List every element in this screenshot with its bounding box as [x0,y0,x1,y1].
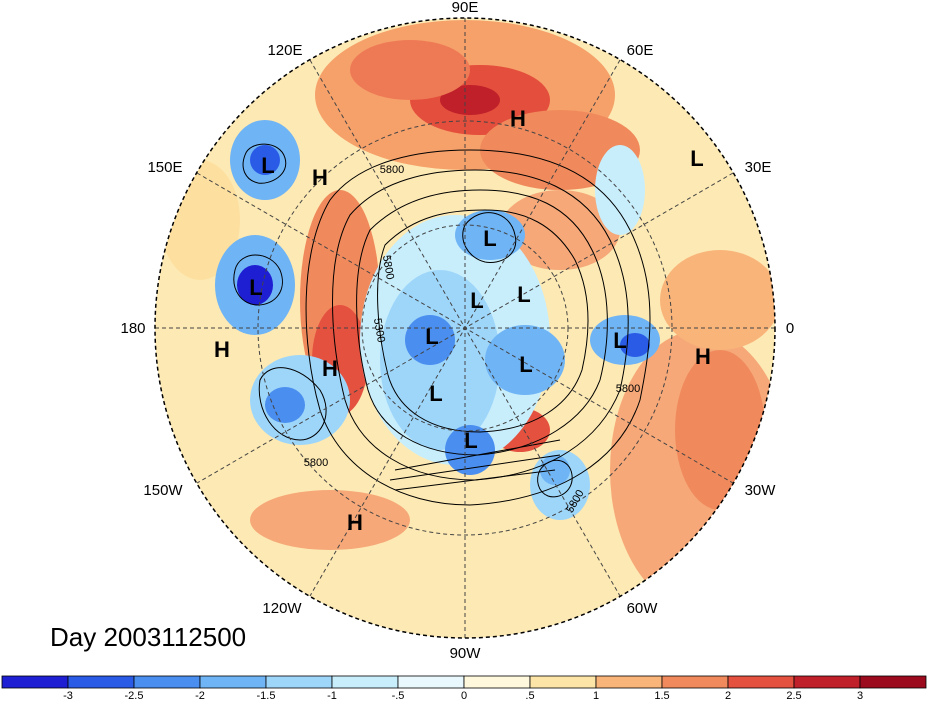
low-marker: L [483,226,496,251]
high-marker: H [695,344,711,369]
colorbar-swatch [1,675,69,689]
colorbar-swatch [529,675,597,689]
high-marker: H [347,510,363,535]
contour-label: 5800 [304,457,328,469]
map-frame [154,17,776,639]
colorbar-tick-label: 1.5 [654,690,669,702]
colorbar-tick-label: -1.5 [257,690,276,702]
pressure-systems: H H H H H H L L L L L L L L L L L L [214,106,711,535]
colorbar-swatch [661,675,729,689]
lon-label-180: 180 [120,320,145,337]
colorbar-tick-label: 1 [593,690,599,702]
colorbar-swatch [463,675,531,689]
low-marker: L [613,328,626,353]
longitude-labels: 90E 60E 30E 0 30W 60W 90W 120W 150W 180 … [120,0,794,662]
low-marker: L [429,381,442,406]
low-marker: L [517,282,530,307]
colorbar-swatch [67,675,135,689]
lon-label-60e: 60E [627,42,654,59]
colorbar: -3 -2.5 -2 -1.5 -1 -.5 0 .5 1 1.5 2 2.5 3 [1,675,927,702]
colorbar-swatch [793,675,861,689]
colorbar-tick-label: 0 [461,690,467,702]
lon-label-120e: 120E [267,42,302,59]
contour-label: 5800 [380,164,404,176]
lon-label-60w: 60W [627,600,659,617]
colorbar-swatch [595,675,663,689]
colorbar-swatch [265,675,333,689]
colorbar-tick-label: -.5 [392,690,405,702]
lon-label-90w: 90W [450,645,482,662]
high-marker: H [322,356,338,381]
colorbar-tick-label: 3 [857,690,863,702]
contour-label: 5800 [380,254,396,280]
high-marker: H [214,337,230,362]
day-title: Day 2003112500 [50,622,246,652]
colorbar-tick-label: 2.5 [786,690,801,702]
high-marker: H [312,165,328,190]
colorbar-swatch [859,675,927,689]
contour-label: 5300 [371,317,387,343]
lon-label-120w: 120W [262,600,302,617]
anomaly-field [155,18,775,638]
height-contours [233,143,651,506]
colorbar-tick-label: -3 [63,690,73,702]
graticule [155,18,775,638]
low-marker: L [690,146,703,171]
lon-label-0: 0 [786,320,794,337]
lon-label-30e: 30E [745,159,772,176]
colorbar-swatch [133,675,201,689]
colorbar-tick-label: -1 [327,690,337,702]
colorbar-tick-label: -2 [195,690,205,702]
lon-label-150e: 150E [147,159,182,176]
high-marker: H [510,106,526,131]
colorbar-tick-label: 2 [725,690,731,702]
lon-label-150w: 150W [143,482,183,499]
colorbar-swatch [331,675,399,689]
colorbar-tick-label: .5 [525,690,534,702]
colorbar-swatch [199,675,267,689]
colorbar-swatch [727,675,795,689]
lon-label-30w: 30W [745,482,777,499]
low-marker: L [470,288,483,313]
low-marker: L [261,153,274,178]
low-marker: L [519,352,532,377]
colorbar-swatch [397,675,465,689]
low-marker: L [425,324,438,349]
contour-label: 5800 [616,383,640,395]
lon-label-90e: 90E [452,0,479,16]
low-marker: L [249,275,262,300]
colorbar-tick-label: -2.5 [125,690,144,702]
low-marker: L [464,428,477,453]
